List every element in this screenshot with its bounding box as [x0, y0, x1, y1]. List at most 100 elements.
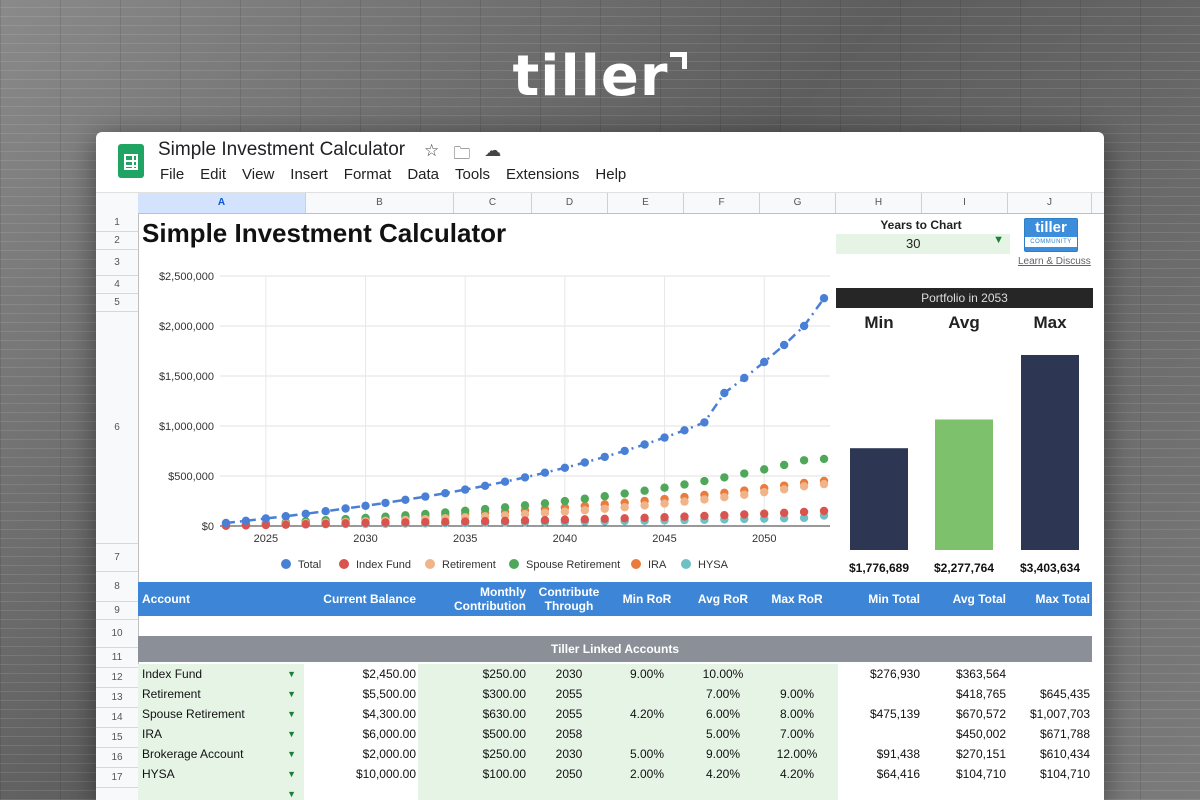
menu-extensions[interactable]: Extensions	[506, 166, 580, 183]
cell-balance[interactable]: $2,450.00	[362, 667, 416, 681]
account-select[interactable]: Spouse Retirement ▼	[138, 704, 304, 724]
menu-insert[interactable]: Insert	[290, 166, 328, 183]
cell-through[interactable]	[530, 784, 608, 800]
row-header-16[interactable]: 16	[96, 748, 138, 768]
editable-cell-range[interactable]	[418, 744, 838, 764]
row-header-17[interactable]: 17	[96, 768, 138, 788]
row-header-1[interactable]: 1	[96, 213, 138, 232]
row-header-12[interactable]: 12	[96, 668, 138, 688]
cell-avg-total[interactable]: $670,572	[955, 707, 1006, 721]
move-folder-icon[interactable]: 🗀	[453, 144, 471, 163]
years-to-chart-select[interactable]: 30 ▼	[836, 234, 1010, 254]
cell-avg-ror[interactable]: 10.00%	[702, 667, 744, 681]
menu-format[interactable]: Format	[343, 166, 392, 183]
cell-min-total[interactable]: $475,139	[869, 707, 920, 721]
header-max-ror[interactable]: Max RoR	[771, 592, 823, 606]
cell-min-total[interactable]: $64,416	[876, 767, 920, 781]
column-header-e[interactable]: E	[608, 193, 684, 213]
editable-cell-range[interactable]	[418, 724, 838, 744]
cloud-status-icon[interactable]: ☁	[484, 141, 502, 160]
column-header-i[interactable]: I	[922, 193, 1008, 213]
cell-min-ror[interactable]: 9.00%	[629, 667, 665, 681]
menu-help[interactable]: Help	[595, 166, 627, 183]
cell-through[interactable]: 2055	[555, 687, 583, 701]
header-min-ror[interactable]: Min RoR	[622, 592, 672, 606]
cell-balance[interactable]: $2,000.00	[362, 747, 416, 761]
cell-balance[interactable]	[306, 784, 416, 800]
cell-through[interactable]: 2058	[555, 727, 583, 741]
account-select[interactable]: IRA ▼	[138, 724, 304, 744]
row-header-3[interactable]: 3	[96, 250, 138, 276]
cell-balance[interactable]: $5,500.00	[362, 687, 416, 701]
cell-min-total[interactable]	[838, 724, 920, 744]
column-header-f[interactable]: F	[684, 193, 760, 213]
cell-max-total[interactable]	[1006, 664, 1090, 684]
cell-monthly[interactable]: $630.00	[482, 707, 526, 721]
cell-monthly[interactable]: $300.00	[482, 687, 526, 701]
row-header-7[interactable]: 7	[96, 544, 138, 572]
header-avg-total[interactable]: Avg Total	[952, 592, 1006, 606]
header-monthly-contribution[interactable]: Monthly Contribution	[454, 585, 526, 613]
cell-avg-total[interactable]	[922, 784, 1006, 800]
row-header-10[interactable]: 10	[96, 620, 138, 648]
cell-min-ror[interactable]: 2.00%	[629, 767, 665, 781]
cell-min-ror[interactable]: 5.00%	[629, 747, 665, 761]
menu-data[interactable]: Data	[407, 166, 439, 183]
learn-discuss-link[interactable]: Learn & Discuss	[1018, 256, 1091, 267]
menu-tools[interactable]: Tools	[455, 166, 491, 183]
header-avg-ror[interactable]: Avg RoR	[697, 592, 749, 606]
column-header-h[interactable]: H	[836, 193, 922, 213]
row-header-13[interactable]: 13	[96, 688, 138, 708]
cell-max-ror[interactable]: 4.20%	[779, 767, 815, 781]
row-header-2[interactable]: 2	[96, 232, 138, 250]
cell-max-ror[interactable]	[758, 664, 836, 684]
account-select[interactable]: Index Fund ▼	[138, 664, 304, 684]
row-header-5[interactable]: 5	[96, 294, 138, 312]
cell-min-ror[interactable]	[608, 784, 686, 800]
cell-min-ror[interactable]	[608, 684, 686, 704]
cell-min-ror[interactable]	[608, 724, 686, 744]
document-title[interactable]: Simple Investment Calculator	[158, 139, 406, 160]
cell-balance[interactable]: $10,000.00	[355, 767, 416, 781]
row-header-4[interactable]: 4	[96, 276, 138, 294]
cell-through[interactable]: 2055	[555, 707, 583, 721]
header-max-total[interactable]: Max Total	[1035, 592, 1090, 606]
column-header-d[interactable]: D	[532, 193, 608, 213]
cell-max-ror[interactable]: 7.00%	[779, 727, 815, 741]
menu-edit[interactable]: Edit	[200, 166, 227, 183]
cell-avg-total[interactable]: $270,151	[955, 747, 1006, 761]
account-select[interactable]: Retirement ▼	[138, 684, 304, 704]
cell-min-ror[interactable]: 4.20%	[629, 707, 665, 721]
cell-min-total[interactable]: $276,930	[869, 667, 920, 681]
cell-avg-ror[interactable]: 9.00%	[705, 747, 741, 761]
row-header-15[interactable]: 15	[96, 728, 138, 748]
cell-max-total[interactable]: $645,435	[1039, 687, 1090, 701]
cell-avg-total[interactable]: $418,765	[955, 687, 1006, 701]
cell-avg-total[interactable]: $363,564	[955, 667, 1006, 681]
column-header-c[interactable]: C	[454, 193, 532, 213]
header-contribute-through[interactable]: Contribute Through	[538, 585, 600, 613]
row-header-14[interactable]: 14	[96, 708, 138, 728]
row-header-9[interactable]: 9	[96, 602, 138, 620]
editable-cell-range[interactable]	[418, 704, 838, 724]
cell-avg-ror[interactable]: 7.00%	[705, 687, 741, 701]
cell-monthly[interactable]: $500.00	[482, 727, 526, 741]
menu-view[interactable]: View	[242, 166, 275, 183]
cell-through[interactable]: 2030	[555, 747, 583, 761]
cell-monthly[interactable]: $100.00	[482, 767, 526, 781]
account-select[interactable]: Brokerage Account ▼	[138, 744, 304, 764]
cell-monthly[interactable]: $250.00	[482, 747, 526, 761]
column-header-b[interactable]: B	[306, 193, 454, 213]
editable-cell-range[interactable]	[418, 784, 838, 800]
cell-avg-ror[interactable]: 5.00%	[705, 727, 741, 741]
row-header-6[interactable]: 6	[96, 312, 138, 544]
cell-max-total[interactable]: $610,434	[1039, 747, 1090, 761]
google-sheets-icon[interactable]	[118, 144, 144, 178]
cell-max-ror[interactable]: 8.00%	[779, 707, 815, 721]
header-current-balance[interactable]: Current Balance	[323, 592, 416, 606]
cell-max-total[interactable]	[1006, 784, 1090, 800]
account-select[interactable]: HYSA ▼	[138, 764, 304, 784]
editable-cell-range[interactable]	[418, 684, 838, 704]
row-header-8[interactable]: 8	[96, 572, 138, 602]
cell-avg-total[interactable]: $104,710	[955, 767, 1006, 781]
